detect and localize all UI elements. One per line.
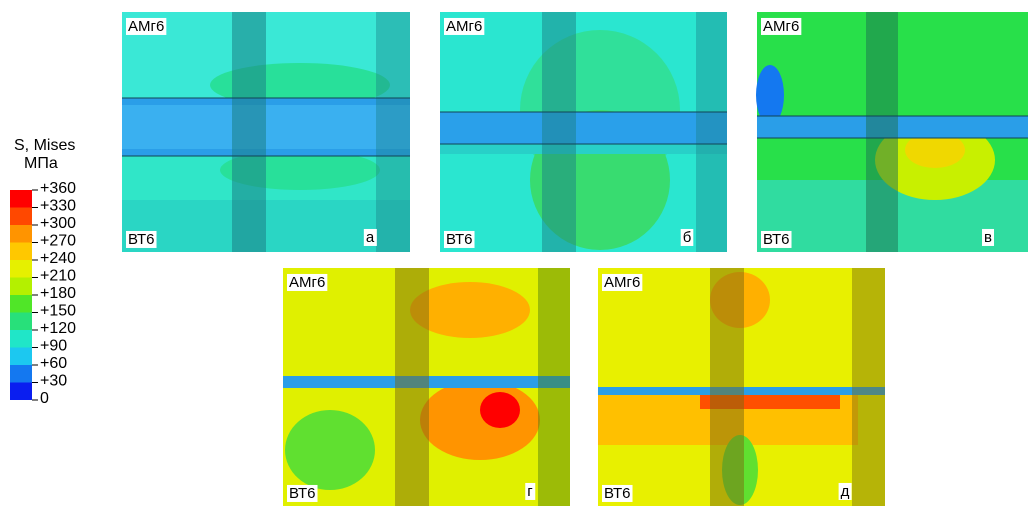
panel-label: д [841,483,850,500]
panel-label: ВТ6 [763,231,790,248]
panel-label: АМг6 [604,274,640,291]
color-step [10,295,32,313]
panel [440,12,727,252]
panel-label: г [527,483,533,500]
tick-label: +150 [40,303,76,320]
color-step [10,383,32,401]
tick-label: +270 [40,233,76,250]
panel [598,268,885,506]
panel-label: ВТ6 [128,231,155,248]
panel [756,12,1028,252]
legend: S, Mises МПа +360+330+300+270+240+210+18… [10,137,76,407]
color-step [10,365,32,383]
panel-label: АМг6 [446,18,482,35]
tick-label: +210 [40,268,76,285]
panel-label: ВТ6 [446,231,473,248]
color-step [10,260,32,278]
legend-title: S, Mises [14,137,75,154]
tick-label: +240 [40,250,76,267]
panel-label: а [366,229,375,246]
panel-label: ВТ6 [289,485,316,502]
figure: S, Mises МПа +360+330+300+270+240+210+18… [0,0,1030,506]
colorbar [10,190,32,400]
color-step [10,208,32,226]
panel-label: ВТ6 [604,485,631,502]
panel-label: АМг6 [763,18,799,35]
panel [283,268,570,506]
tick-label: +360 [40,180,76,197]
color-step [10,313,32,331]
color-step [10,225,32,243]
tick-label: 0 [40,390,49,407]
color-step [10,278,32,296]
tick-label: +300 [40,215,76,232]
color-step [10,190,32,208]
legend-ticks: +360+330+300+270+240+210+180+150+120+90+… [32,180,76,407]
legend-unit: МПа [24,155,58,172]
panel-label: АМг6 [289,274,325,291]
panel [122,12,410,252]
tick-label: +180 [40,285,76,302]
tick-label: +60 [40,355,67,372]
color-step [10,330,32,348]
tick-label: +90 [40,338,67,355]
color-step [10,243,32,261]
panel-label: АМг6 [128,18,164,35]
color-step [10,348,32,366]
panel-label: в [984,229,992,246]
tick-label: +120 [40,320,76,337]
tick-label: +30 [40,373,67,390]
tick-label: +330 [40,198,76,215]
panel-label: б [683,229,692,246]
